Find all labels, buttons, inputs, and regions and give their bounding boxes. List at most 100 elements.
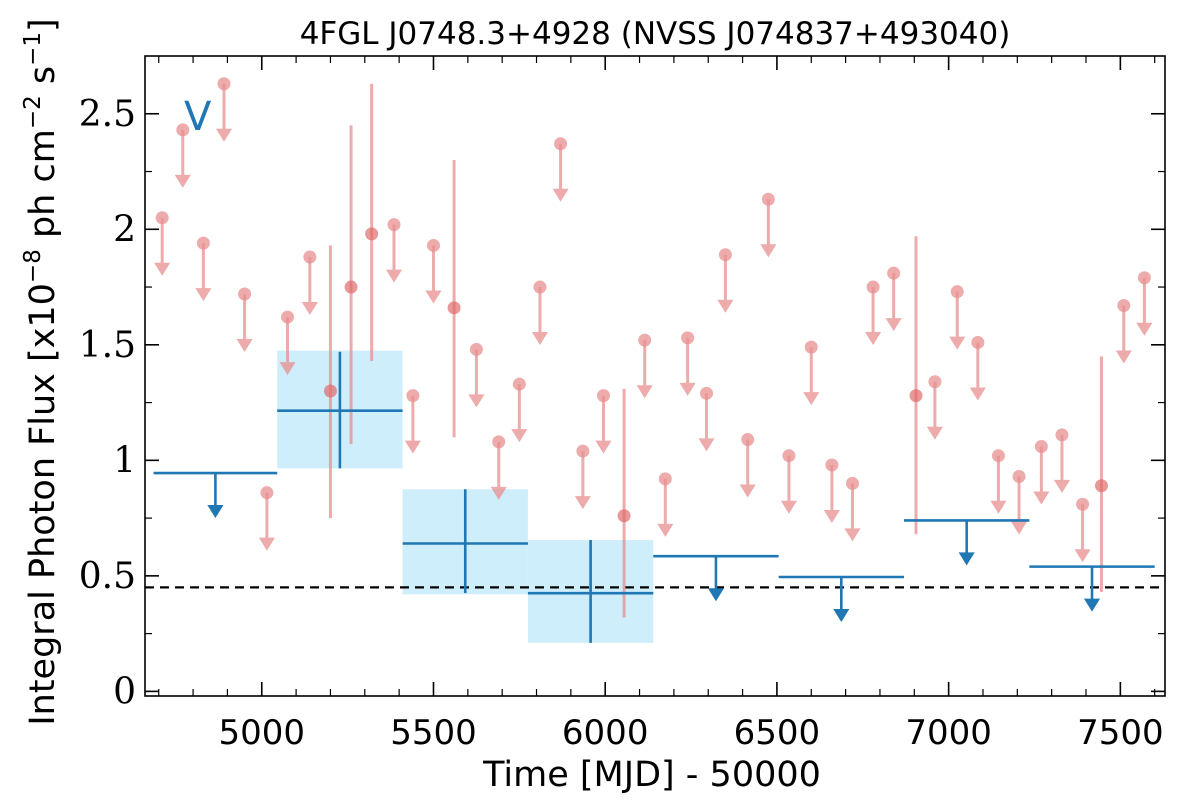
long-upper-limit-arrow-3-head: [958, 552, 975, 566]
short-upper-limit-7: [301, 250, 318, 316]
short-upper-limit-9: [404, 389, 421, 454]
short-upper-limit-19: [657, 472, 674, 537]
short-upper-limit-arrow-23: [739, 439, 756, 498]
y-axis-label: Integral Photon Flux [x10−8 ph cm−2 s−1]: [20, 18, 63, 725]
short-upper-limit-arrow-26: [803, 347, 820, 406]
short-upper-limit-23: [739, 433, 756, 498]
short-detection-0: [323, 245, 337, 519]
short-upper-limit-point-16: [576, 444, 590, 458]
short-upper-limit-point-34: [991, 449, 1005, 463]
short-upper-limit-39: [1115, 299, 1132, 364]
short-upper-limit-arrow-6-head: [279, 362, 296, 376]
short-upper-limit-arrow-39: [1115, 305, 1132, 364]
short-upper-limit-12: [490, 435, 507, 500]
short-upper-limit-point-11: [469, 342, 483, 356]
short-detection-point-4: [617, 509, 631, 523]
short-upper-limit-arrow-11: [468, 349, 485, 408]
short-upper-limit-arrow-5: [258, 492, 275, 551]
short-upper-limit-27: [823, 458, 840, 523]
short-upper-limit-arrow-27: [823, 464, 840, 523]
short-upper-limit-16: [574, 444, 591, 510]
short-upper-limit-point-19: [658, 472, 672, 486]
short-upper-limit-arrow-25: [780, 455, 797, 514]
short-detection-6: [1094, 356, 1108, 593]
short-upper-limit-arrow-28-head: [844, 528, 861, 542]
long-upper-limit-arrow-4-head: [1083, 598, 1101, 612]
short-detection-point-1: [344, 280, 358, 294]
long-upper-limit-2: [778, 575, 904, 623]
short-detection-3: [447, 159, 461, 438]
short-detection-point-2: [365, 227, 379, 241]
short-upper-limit-arrow-4-head: [236, 338, 253, 352]
short-upper-limit-36: [1033, 439, 1050, 505]
short-upper-limit-arrow-36: [1033, 446, 1050, 505]
short-upper-limit-arrow-33: [969, 342, 986, 401]
short-upper-limit-arrow-24-head: [760, 244, 777, 258]
long-upper-limit-arrow-0: [207, 473, 224, 519]
short-upper-limit-point-1: [176, 123, 190, 137]
short-upper-limit-arrow-35: [1010, 476, 1028, 535]
short-upper-limit-arrow-21-head: [698, 438, 715, 452]
short-upper-limit-arrow-38: [1074, 504, 1091, 563]
short-upper-limit-arrow-36-head: [1033, 491, 1050, 505]
short-upper-limit-arrow-29: [865, 287, 882, 346]
short-upper-limit-arrow-5-head: [258, 537, 275, 551]
y-axis-label-mid2: s: [23, 66, 63, 95]
short-upper-limit-21: [698, 386, 715, 452]
short-upper-limit-point-14: [533, 280, 547, 294]
short-upper-limit-arrow-10-head: [425, 290, 442, 304]
short-upper-limit-arrow-9-head: [404, 440, 421, 454]
short-upper-limit-3: [215, 77, 233, 142]
short-upper-limit-arrow-17: [595, 395, 612, 454]
short-upper-limit-10: [425, 238, 442, 304]
short-upper-limit-point-23: [741, 433, 755, 447]
short-upper-limit-point-33: [971, 335, 985, 349]
short-upper-limit-arrow-38-head: [1074, 549, 1091, 563]
short-upper-limit-point-17: [596, 389, 610, 403]
y-axis-label-main: Integral Photon Flux [x10: [23, 283, 63, 726]
plot-frame: [144, 55, 1166, 697]
short-upper-limit-arrow-17-head: [595, 440, 612, 454]
short-bin-series: [154, 77, 1153, 618]
long-detection-0: [277, 351, 403, 469]
short-upper-limit-arrow-14: [531, 287, 549, 346]
axis-ticks: 5000 5500 6000 6500 7000 7500 0 0.5 1 1.5 2 2.5: [79, 56, 1165, 753]
short-upper-limit-point-31: [928, 375, 942, 389]
short-upper-limit-arrow-13-head: [511, 429, 528, 443]
short-upper-limit-arrow-37-head: [1053, 479, 1071, 493]
short-upper-limit-arrow-19-head: [657, 523, 674, 537]
x-axis-label: Time [MJD] - 50000: [482, 755, 821, 795]
short-upper-limit-arrow-18-head: [636, 385, 653, 399]
short-upper-limit-arrow-32: [949, 291, 966, 350]
short-upper-limit-arrow-14-head: [531, 332, 549, 346]
short-upper-limit-point-40: [1137, 271, 1151, 285]
short-upper-limit-point-37: [1055, 428, 1069, 442]
short-upper-limit-point-39: [1117, 299, 1131, 313]
short-upper-limit-15: [552, 137, 569, 202]
short-upper-limit-arrow-19: [657, 478, 674, 537]
short-upper-limit-arrow-31: [926, 381, 943, 440]
long-upper-limit-3: [903, 519, 1030, 566]
short-upper-limit-17: [595, 389, 612, 454]
short-upper-limit-arrow-11-head: [468, 394, 485, 408]
short-upper-limit-arrow-33-head: [969, 387, 986, 401]
long-upper-limit-arrow-2-head: [833, 609, 850, 623]
short-upper-limit-arrow-15-head: [552, 188, 569, 202]
short-upper-limit-point-4: [238, 287, 252, 301]
x-tick-label-2: 6000: [562, 713, 649, 753]
short-upper-limit-arrow-13: [511, 384, 528, 443]
short-upper-limit-arrow-0-head: [154, 262, 171, 276]
x-tick-label-4: 7000: [905, 713, 992, 753]
short-upper-limit-arrow-40: [1136, 277, 1153, 336]
short-upper-limit-arrow-22-head: [717, 299, 734, 313]
x-tick-label-0: 5000: [219, 713, 306, 753]
short-upper-limit-arrow-31-head: [926, 426, 943, 440]
short-upper-limit-point-28: [845, 476, 859, 490]
long-detection-2: [527, 540, 654, 643]
y-axis-label-end: ]: [23, 18, 63, 32]
short-upper-limit-arrow-1-head: [174, 174, 191, 188]
short-upper-limit-arrow-1: [174, 129, 191, 188]
y-tick-label-1: 0.5: [79, 556, 136, 597]
short-upper-limit-34: [990, 449, 1007, 514]
